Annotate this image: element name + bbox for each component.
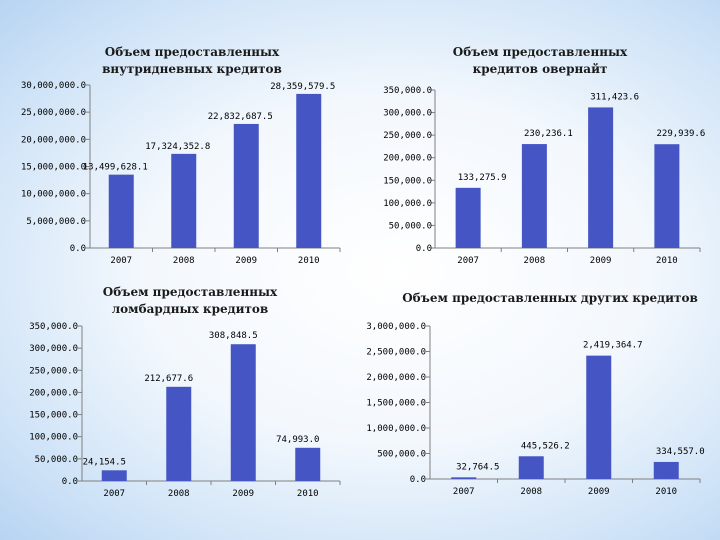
data-label: 212,677.6: [144, 374, 193, 384]
chart-lombard: Объем предоставленных ломбардных кредито…: [0, 270, 360, 540]
y-tick-label: 50,000.0: [389, 221, 432, 231]
x-tick-label: 2009: [588, 487, 610, 497]
y-tick-label: 2,500,000.0: [366, 348, 426, 358]
data-label: 308,848.5: [209, 331, 258, 341]
y-tick-label: 350,000.0: [29, 322, 78, 332]
x-tick-label: 2008: [168, 489, 190, 499]
y-tick-label: 0.0: [416, 244, 432, 254]
bar: [166, 386, 192, 481]
y-tick-label: 150,000.0: [383, 176, 432, 186]
y-tick-label: 250,000.0: [29, 366, 78, 376]
y-tick-label: 1,000,000.0: [366, 424, 426, 434]
y-tick-label: 15,000,000.0: [21, 163, 86, 173]
chart-title: Объем предоставленных ломбардных кредито…: [102, 285, 278, 316]
bar: [654, 144, 680, 248]
data-label: 28,359,579.5: [270, 82, 335, 92]
y-tick-label: 1,500,000.0: [366, 399, 426, 409]
bar: [296, 93, 322, 248]
y-tick-label: 0.0: [62, 477, 78, 487]
bar: [108, 174, 134, 248]
bar: [521, 144, 547, 248]
x-tick-label: 2007: [110, 256, 132, 266]
bar: [455, 187, 481, 248]
data-label: 230,236.1: [524, 129, 573, 139]
y-tick-label: 200,000.0: [383, 154, 432, 164]
x-tick-label: 2010: [298, 256, 320, 266]
x-tick-label: 2008: [173, 256, 195, 266]
data-label: 445,526.2: [521, 441, 570, 451]
x-tick-label: 2008: [524, 256, 546, 266]
bar: [171, 153, 197, 248]
x-tick-label: 2007: [457, 256, 479, 266]
data-label: 17,324,352.8: [145, 142, 210, 152]
bar: [230, 344, 256, 481]
y-tick-label: 300,000.0: [29, 344, 78, 354]
y-tick-label: 100,000.0: [383, 199, 432, 209]
chart-title: Объем предоставленных кредитов овернайт: [452, 45, 628, 76]
bar: [653, 461, 679, 479]
bar: [518, 456, 544, 479]
y-tick-label: 0.0: [410, 475, 426, 485]
y-tick-label: 30,000,000.0: [21, 81, 86, 91]
x-tick-label: 2008: [520, 487, 542, 497]
bar: [588, 107, 614, 248]
data-label: 229,939.6: [656, 129, 705, 139]
x-tick-label: 2009: [232, 489, 254, 499]
y-tick-label: 2,000,000.0: [366, 373, 426, 383]
y-tick-label: 25,000,000.0: [21, 108, 86, 118]
y-tick-label: 300,000.0: [383, 109, 432, 119]
bar: [101, 470, 127, 481]
bar: [451, 477, 477, 479]
x-tick-label: 2007: [103, 489, 125, 499]
y-tick-label: 350,000.0: [383, 86, 432, 96]
chart-plot: 0.0 5,000,000.0 10,000,000.0 15,000,000.0 20…: [21, 81, 341, 266]
data-label: 13,499,628.1: [83, 163, 148, 173]
x-tick-label: 2009: [235, 256, 257, 266]
data-label: 2,419,364.7: [583, 341, 643, 351]
x-tick-label: 2009: [590, 256, 612, 266]
data-label: 32,764.5: [456, 462, 499, 472]
chart-plot: 0.0 50,000.0 100,000.0 150,000.0 200,000.0 25…: [383, 86, 705, 266]
y-tick-label: 20,000,000.0: [21, 135, 86, 145]
y-tick-label: 3,000,000.0: [366, 322, 426, 332]
chart-other: Объем предоставленных других кредитов 0.…: [360, 270, 720, 540]
y-tick-label: 5,000,000.0: [26, 217, 86, 227]
chart-title: Объем предоставленных других кредитов: [402, 291, 698, 305]
y-tick-label: 50,000.0: [35, 455, 78, 465]
data-label: 133,275.9: [458, 173, 507, 183]
y-tick-label: 150,000.0: [29, 411, 78, 421]
bar: [586, 355, 612, 479]
y-tick-label: 200,000.0: [29, 388, 78, 398]
x-tick-label: 2007: [453, 487, 475, 497]
chart-plot: 0.0 500,000.0 1,000,000.0 1,500,000.0 2,000,…: [366, 322, 705, 497]
x-tick-label: 2010: [297, 489, 319, 499]
x-tick-label: 2010: [655, 487, 677, 497]
chart-intraday: Объем предоставленных внутридневных кред…: [0, 0, 360, 270]
data-label: 334,557.0: [656, 447, 705, 457]
data-label: 24,154.5: [83, 457, 126, 467]
bar: [295, 447, 321, 481]
y-tick-label: 500,000.0: [377, 450, 426, 460]
y-tick-label: 100,000.0: [29, 433, 78, 443]
y-tick-label: 250,000.0: [383, 131, 432, 141]
y-tick-label: 10,000,000.0: [21, 190, 86, 200]
data-label: 22,832,687.5: [208, 112, 273, 122]
chart-overnight: Объем предоставленных кредитов овернайт …: [360, 0, 720, 270]
y-tick-label: 0.0: [70, 244, 86, 254]
bar: [233, 123, 259, 248]
chart-plot: 0.0 50,000.0 100,000.0 150,000.0 200,000.0 25…: [29, 322, 341, 499]
data-label: 74,993.0: [276, 435, 319, 445]
chart-title: Объем предоставленных внутридневных кред…: [102, 45, 282, 76]
x-tick-label: 2010: [656, 256, 678, 266]
data-label: 311,423.6: [590, 92, 639, 102]
